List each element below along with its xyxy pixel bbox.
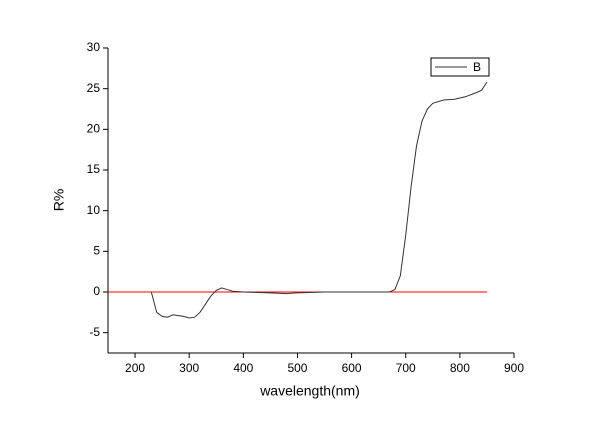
x-tick-label: 300 [179,361,199,375]
y-tick-label: -5 [89,325,100,339]
y-tick-label: 15 [87,162,101,176]
data-line [150,81,488,319]
x-tick-label: 500 [287,361,307,375]
y-tick-label: 20 [87,122,101,136]
x-tick-label: 600 [342,361,362,375]
x-tick-label: 700 [396,361,416,375]
x-axis-title: wavelength(nm) [259,383,360,399]
x-tick-label: 900 [504,361,524,375]
y-tick-label: 25 [87,81,101,95]
y-axis-title: R% [51,189,67,212]
x-tick-label: 400 [233,361,253,375]
y-tick-label: 30 [87,40,101,54]
legend-label: B [473,60,481,74]
x-tick-label: 800 [450,361,470,375]
y-tick-label: 0 [93,284,100,298]
y-tick-label: 5 [93,244,100,258]
x-tick-label: 200 [125,361,145,375]
y-tick-label: 10 [87,203,101,217]
